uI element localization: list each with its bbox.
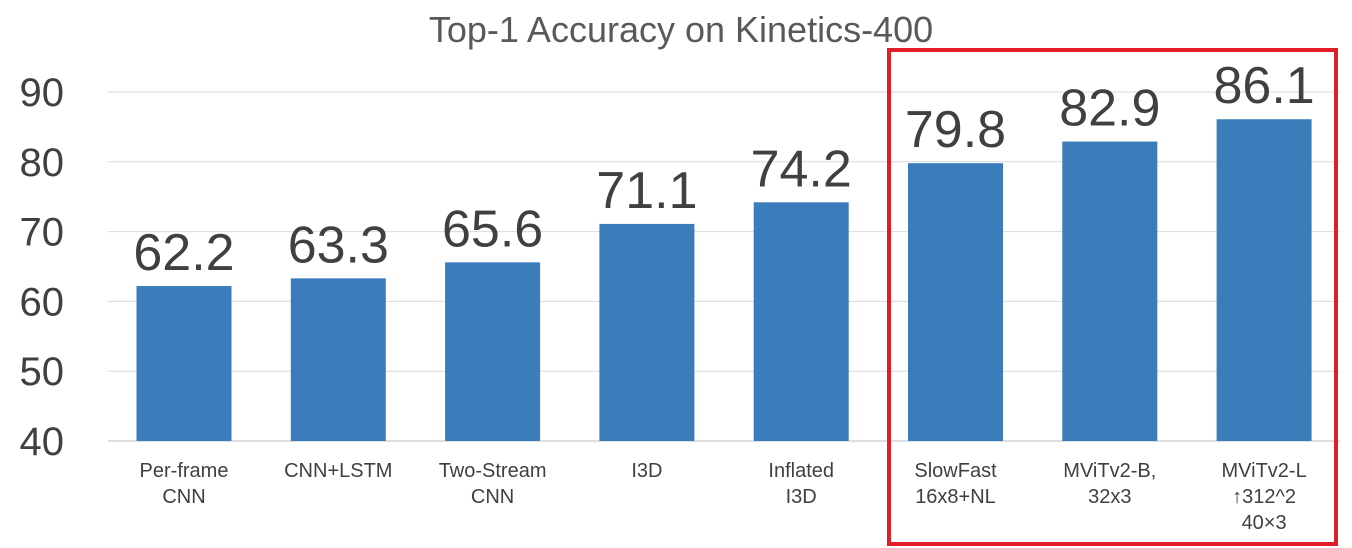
x-tick-label: MViTv2-L ↑312^2 40×3: [1221, 460, 1306, 534]
x-tick-label: CNN+LSTM: [284, 460, 392, 482]
bar: [136, 286, 232, 441]
bar: [445, 262, 541, 441]
data-label: 63.3: [288, 216, 389, 274]
x-tick-label: Per-frame CNN: [140, 460, 229, 508]
x-tick-label: I3D: [631, 460, 662, 482]
y-axis-ticks: 40 50 60 70 80 90: [20, 71, 65, 464]
data-label: 82.9: [1059, 80, 1160, 138]
chart-title: Top-1 Accuracy on Kinetics-400: [429, 9, 933, 50]
data-label: 65.6: [442, 200, 543, 258]
y-tick-label: 40: [20, 420, 65, 464]
x-tick-label: SlowFast 16x8+NL: [914, 460, 997, 508]
data-label: 79.8: [905, 101, 1006, 159]
x-tick-label: Inflated I3D: [768, 460, 834, 508]
y-tick-label: 60: [20, 280, 65, 324]
bar: [1216, 119, 1312, 442]
data-label: 74.2: [751, 140, 852, 198]
y-tick-label: 90: [20, 71, 65, 115]
bar: [908, 163, 1003, 442]
y-tick-label: 50: [20, 350, 65, 394]
bar: [753, 202, 849, 441]
y-tick-label: 80: [20, 141, 65, 185]
data-labels: 62.2 63.3 65.6 71.1 74.2 79.8 82.9 86.1: [133, 57, 1314, 282]
bar: [1062, 141, 1158, 442]
data-label: 62.2: [133, 224, 234, 282]
x-tick-label: Two-Stream CNN: [439, 460, 547, 508]
highlight-box: [887, 48, 1338, 546]
x-axis-ticks: Per-frame CNN CNN+LSTM Two-Stream CNN I3D Infl…: [140, 460, 1307, 534]
y-tick-label: 70: [20, 211, 65, 255]
x-tick-label: MViTv2-B, 32x3: [1063, 460, 1156, 508]
data-label: 71.1: [596, 162, 697, 220]
data-label: 86.1: [1213, 57, 1314, 115]
bar: [290, 278, 386, 441]
bars: [136, 119, 1312, 442]
bar: [599, 223, 695, 441]
